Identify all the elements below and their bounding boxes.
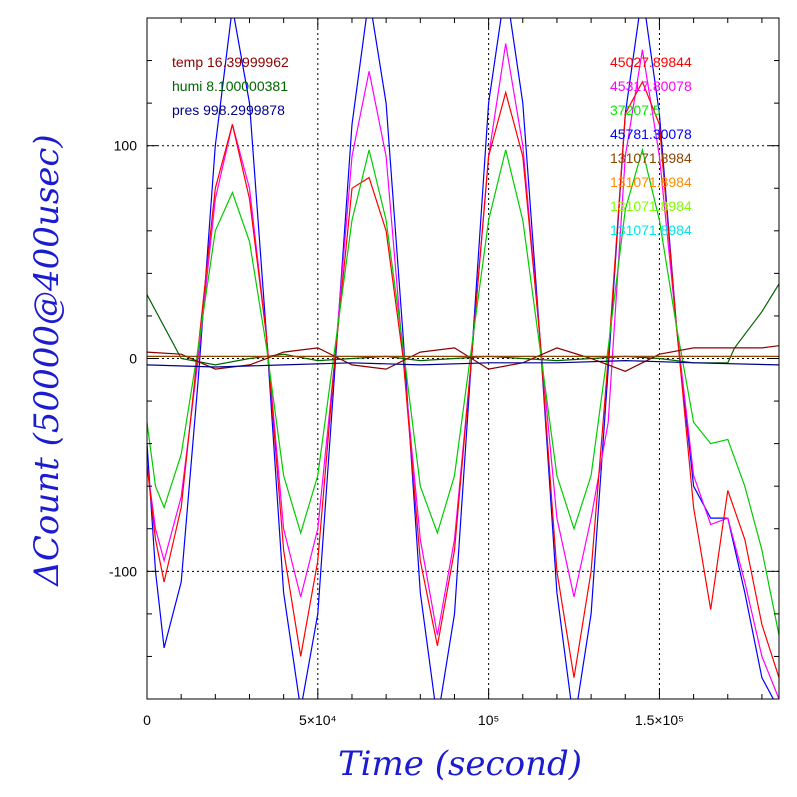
y-tick-label: -100 — [109, 563, 137, 579]
y-axis-ticks: -100 0 100 — [109, 17, 779, 700]
legend-left-item: pres 998.2999878 — [172, 102, 285, 118]
legend-right-item: 131071.8984 — [610, 222, 692, 238]
y-axis-title: ΔCount (50000@400usec) — [27, 134, 67, 587]
series-line-6 — [147, 359, 779, 368]
legend-right-item: 45027.89844 — [610, 54, 692, 70]
x-tick-label: 10⁵ — [478, 712, 499, 728]
x-tick-label: 0 — [143, 712, 151, 728]
legend-right-item: 37207.5 — [610, 102, 661, 118]
y-tick-label: 100 — [114, 138, 138, 154]
series-line-5 — [147, 345, 779, 372]
series-line-2 — [147, 80, 779, 678]
legend-left: temp 16.39999962 humi 8.100000381 pres 998… — [172, 54, 289, 118]
legend-right: 45027.89844 45317.80078 37207.5 45781.30078… — [610, 54, 692, 238]
legend-right-item: 45317.80078 — [610, 78, 692, 94]
legend-right-item: 45781.30078 — [610, 126, 692, 142]
plot-series — [147, 18, 779, 699]
series-line-3 — [147, 147, 779, 636]
legend-right-item: 131071.8984 — [610, 174, 692, 190]
legend-left-item: temp 16.39999962 — [172, 54, 289, 70]
x-axis-ticks: 0 5×10⁴ 10⁵ 1.5×10⁵ — [143, 18, 763, 728]
series-line-1 — [147, 43, 779, 699]
x-axis-title: Time (second) — [338, 744, 582, 784]
legend-left-item: humi 8.100000381 — [172, 78, 288, 94]
x-tick-label: 5×10⁴ — [299, 712, 337, 728]
y-tick-label: 0 — [129, 351, 137, 367]
legend-right-item: 131071.8984 — [610, 150, 692, 166]
x-tick-label: 1.5×10⁵ — [635, 712, 684, 728]
legend-right-item: 131071.8984 — [610, 198, 692, 214]
